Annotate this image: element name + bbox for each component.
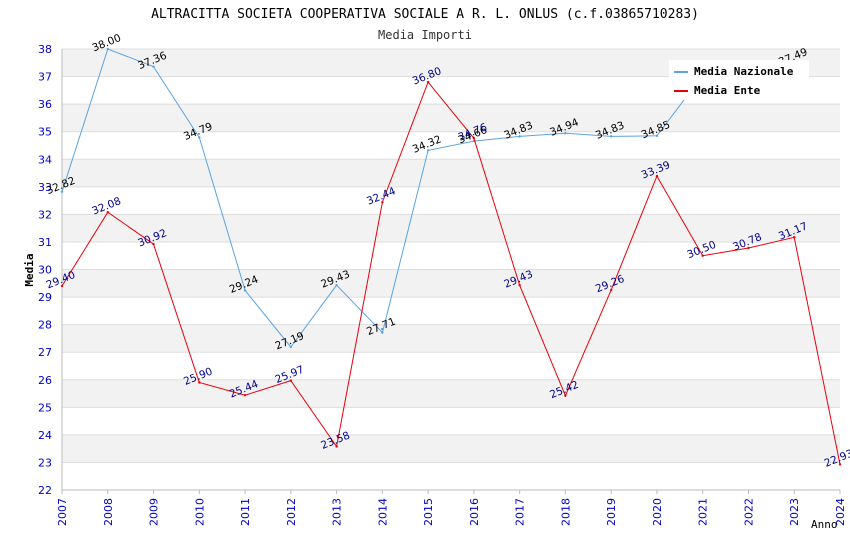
y-tick-label: 32: [38, 208, 52, 221]
x-tick-label: 2011: [239, 498, 252, 526]
y-tick-label: 31: [38, 236, 52, 249]
data-point-media-nazionale: [243, 289, 247, 292]
data-point-media-ente: [60, 284, 64, 288]
data-point-media-ente: [426, 80, 430, 84]
x-tick-label: 2013: [331, 498, 344, 526]
y-tick-label: 30: [38, 264, 52, 277]
data-label-media-nazionale: 32.82: [45, 175, 77, 197]
data-point-media-ente: [106, 210, 109, 214]
data-point-media-nazionale: [106, 47, 109, 51]
legend-label-nazionale: Media Nazionale: [694, 65, 794, 78]
data-point-media-nazionale: [198, 136, 201, 139]
data-point-media-nazionale: [381, 331, 384, 334]
y-axis-label: Media: [23, 253, 36, 286]
data-point-media-ente: [381, 201, 384, 204]
y-tick-label: 28: [38, 319, 52, 332]
data-point-media-nazionale: [335, 284, 338, 287]
legend-box: [669, 60, 809, 100]
x-tick-label: 2012: [285, 498, 298, 526]
x-tick-label: 2016: [468, 498, 481, 526]
data-point-media-nazionale: [60, 190, 64, 193]
x-tick-label: 2009: [148, 498, 161, 526]
x-tick-label: 2023: [788, 498, 801, 526]
x-tick-label: 2007: [56, 498, 69, 526]
grid-band: [62, 104, 840, 132]
x-tick-label: 2018: [559, 498, 572, 526]
series-line-media-ente: [61, 81, 841, 465]
data-point-media-nazionale: [655, 134, 659, 138]
data-point-media-ente: [609, 288, 613, 292]
y-tick-label: 26: [38, 374, 52, 387]
x-tick-label: 2020: [651, 498, 664, 526]
data-point-media-ente: [564, 394, 567, 397]
y-tick-label: 33: [38, 181, 52, 194]
data-point-media-ente: [335, 445, 338, 448]
data-point-media-ente: [518, 284, 521, 287]
y-tick-label: 23: [38, 456, 52, 469]
data-point-media-nazionale: [564, 132, 567, 135]
y-tick-label: 34: [38, 153, 52, 166]
grid-band: [62, 159, 840, 187]
data-point-media-ente: [838, 463, 842, 466]
grid-band: [62, 379, 840, 408]
y-tick-label: 37: [38, 71, 52, 84]
data-label-media-ente: 32.44: [365, 185, 398, 208]
x-tick-label: 2021: [697, 498, 710, 526]
data-point-media-ente: [655, 174, 659, 178]
x-tick-label: 2010: [193, 498, 206, 526]
x-tick-label: 2014: [376, 498, 389, 526]
y-tick-label: 22: [38, 484, 52, 497]
data-point-media-nazionale: [289, 345, 293, 349]
data-point-media-ente: [747, 246, 750, 250]
data-point-media-ente: [472, 137, 476, 140]
y-tick-label: 35: [38, 126, 52, 139]
data-point-media-ente: [701, 254, 704, 257]
data-point-media-ente: [152, 242, 155, 246]
grid-band: [62, 324, 840, 353]
legend: Media Nazionale Media Ente: [669, 60, 809, 100]
grid-lines: [62, 48, 840, 491]
data-point-media-ente: [289, 379, 293, 382]
data-point-media-nazionale: [152, 65, 155, 68]
x-tick-label: 2022: [742, 498, 755, 526]
x-tick-label: 2017: [514, 498, 527, 526]
data-point-media-nazionale: [518, 135, 521, 138]
x-tick-label: 2015: [422, 498, 435, 526]
y-tick-label: 38: [38, 43, 52, 56]
grid-band: [62, 214, 840, 242]
y-tick-label: 29: [38, 291, 52, 304]
y-tick-label: 25: [38, 401, 52, 414]
data-point-media-nazionale: [609, 135, 613, 138]
chart-title: ALTRACITTA SOCIETA COOPERATIVA SOCIALE A…: [151, 7, 699, 22]
y-tick-label: 27: [38, 346, 52, 359]
x-axis-label: Anno: [811, 518, 838, 531]
data-label-media-nazionale: 34.32: [411, 133, 443, 155]
data-point-media-ente: [243, 393, 247, 397]
x-tick-label: 2008: [102, 498, 115, 526]
x-tick-label: 2019: [605, 498, 618, 526]
x-tick-label: 2024: [834, 498, 847, 526]
background-bands: [62, 49, 840, 463]
data-point-media-ente: [198, 381, 201, 384]
y-tick-label: 36: [38, 98, 52, 111]
chart-subtitle: Media Importi: [378, 28, 472, 42]
data-point-media-ente: [793, 236, 796, 239]
grid-band: [62, 269, 840, 298]
legend-label-ente: Media Ente: [694, 84, 761, 97]
axes: 22 23 24 25 26 27 28 29 30 31 32 33 34 35 36 37 38 2007 20…: [38, 43, 847, 526]
y-tick-label: 24: [38, 429, 52, 442]
grid-band: [62, 434, 840, 463]
data-point-media-nazionale: [426, 149, 430, 152]
